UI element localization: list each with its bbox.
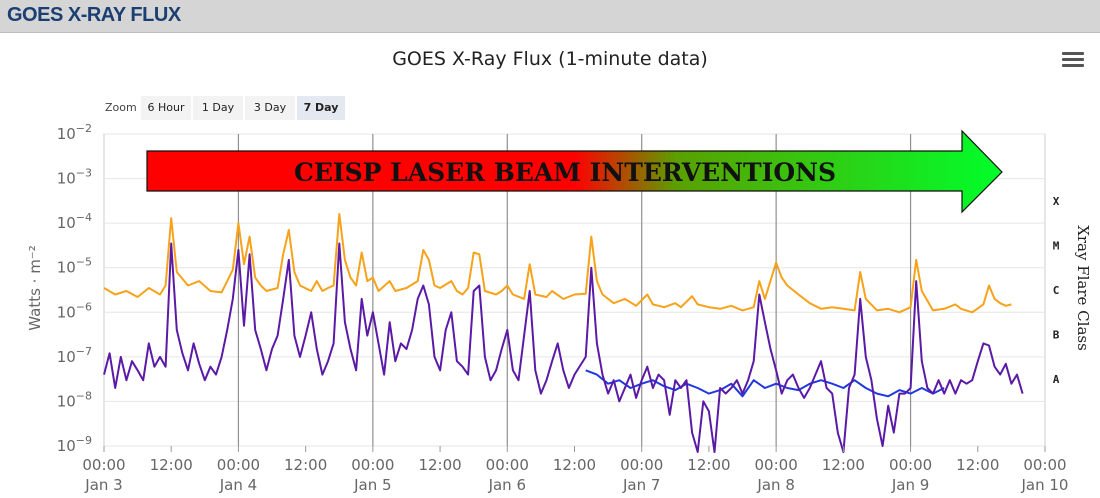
chart-axes: 10−9 10−8 10−7 10−6 10−5 10−4 10−3 10−2 00:00 Jan… — [57, 122, 1069, 494]
page-title: GOES X-RAY FLUX — [7, 4, 181, 26]
x-tick-date-label: Jan 6 — [488, 476, 526, 494]
annotation-text: CEISP LASER BEAM INTERVENTIONS — [294, 158, 836, 187]
zoom-7-day-button[interactable]: 7 Day — [297, 96, 345, 120]
y-tick-label: 10−3 — [57, 167, 92, 188]
x-tick-time-label: 12:00 — [418, 456, 461, 474]
series-line-0 — [103, 213, 1012, 314]
x-tick-time-label: 00:00 — [486, 456, 529, 474]
flare-class-label: M — [1053, 239, 1060, 252]
x-tick-time-label: 12:00 — [150, 456, 193, 474]
zoom-3-day-button[interactable]: 3 Day — [245, 96, 295, 120]
x-tick-time-label: 12:00 — [284, 456, 327, 474]
zoom-1-day-button[interactable]: 1 Day — [193, 96, 243, 120]
chart-series — [103, 213, 1024, 453]
x-tick-time-label: 12:00 — [956, 456, 999, 474]
x-tick-date-label: Jan 9 — [891, 476, 929, 494]
x-tick-time-label: 00:00 — [620, 456, 663, 474]
y2-axis-label: Xray Flare Class — [1074, 225, 1092, 351]
y-tick-label: 10−7 — [57, 345, 92, 366]
x-tick-date-label: Jan 3 — [84, 476, 122, 494]
x-tick-time-label: 00:00 — [755, 456, 798, 474]
y-tick-label: 10−9 — [57, 434, 92, 455]
x-tick-time-label: 12:00 — [553, 456, 596, 474]
y-axis-label: Watts · m⁻² — [26, 245, 44, 331]
x-tick-time-label: 00:00 — [217, 456, 260, 474]
hamburger-menu-icon[interactable] — [1062, 52, 1084, 72]
chart-grid — [103, 133, 1046, 447]
x-tick-time-label: 00:00 — [1023, 456, 1066, 474]
x-tick-date-label: Jan 5 — [353, 476, 391, 494]
series-line-2 — [585, 369, 945, 398]
flare-class-label: A — [1053, 373, 1060, 386]
annotation-arrow — [146, 129, 1003, 214]
x-tick-time-label: 12:00 — [822, 456, 865, 474]
x-tick-date-label: Jan 10 — [1021, 476, 1069, 494]
x-tick-date-label: Jan 8 — [756, 476, 794, 494]
flare-class-label: C — [1053, 284, 1060, 297]
y-tick-label: 10−5 — [57, 256, 92, 277]
x-tick-date-label: Jan 4 — [219, 476, 257, 494]
zoom-label: Zoom — [105, 101, 137, 114]
flare-class-label: X — [1053, 195, 1060, 208]
x-tick-time-label: 00:00 — [82, 456, 125, 474]
header-bar: GOES X-RAY FLUX — [0, 0, 1100, 33]
y-tick-label: 10−8 — [57, 389, 92, 410]
series-line-1 — [103, 242, 1024, 453]
flare-class-label: B — [1053, 329, 1060, 342]
y-tick-label: 10−4 — [57, 211, 92, 232]
annotation-group: CEISP LASER BEAM INTERVENTIONS — [146, 129, 1003, 214]
zoom-6-hour-button[interactable]: 6 Hour — [141, 96, 191, 120]
y-tick-label: 10−2 — [57, 122, 92, 143]
x-tick-time-label: 12:00 — [687, 456, 730, 474]
x-tick-time-label: 00:00 — [351, 456, 394, 474]
x-tick-date-label: Jan 7 — [622, 476, 660, 494]
chart-title: GOES X-Ray Flux (1-minute data) — [392, 48, 708, 70]
y-tick-label: 10−6 — [57, 300, 92, 321]
x-tick-time-label: 00:00 — [889, 456, 932, 474]
